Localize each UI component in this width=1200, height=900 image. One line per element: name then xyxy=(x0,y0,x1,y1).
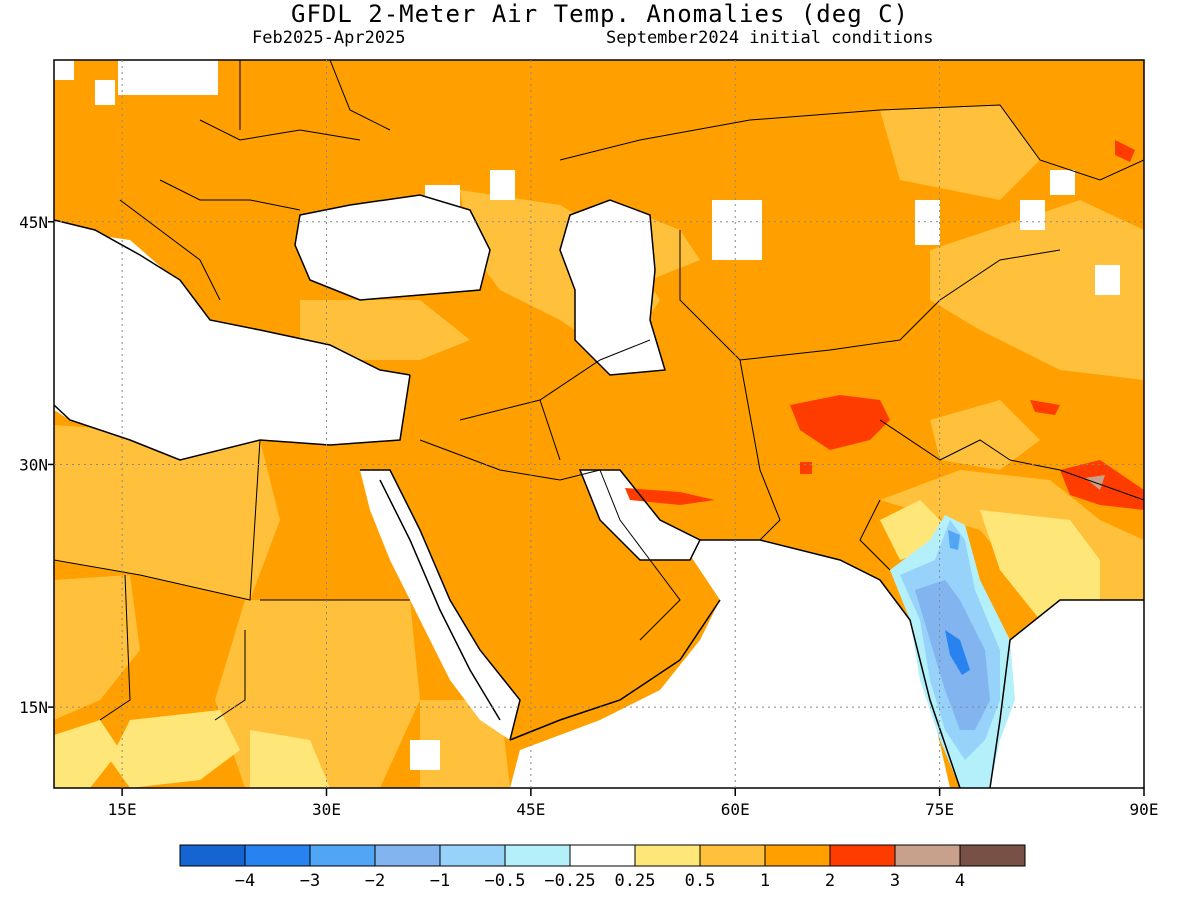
colorbar-swatch xyxy=(894,844,961,867)
lon-tick-label: 30E xyxy=(312,800,341,819)
colorbar-swatch xyxy=(699,844,766,867)
colorbar-swatch xyxy=(634,844,701,867)
colorbar-boxes xyxy=(179,844,1026,867)
gridlines xyxy=(54,60,1144,788)
colorbar-label: 1 xyxy=(760,871,770,891)
colorbar-swatch xyxy=(179,844,246,867)
forecast-period: Feb2025-Apr2025 xyxy=(252,28,406,48)
plot-frame xyxy=(53,59,1145,789)
colorbar-label: −4 xyxy=(235,871,255,891)
lat-tick-label: 30N xyxy=(19,455,48,474)
colorbar-swatch xyxy=(374,844,441,867)
lon-tick-label: 90E xyxy=(1130,800,1159,819)
colorbar-labels: −4 −3 −2 −1 −0.5 −0.25 0.25 0.5 1 2 3 4 xyxy=(235,871,965,891)
india-cool-anomaly xyxy=(890,515,1015,788)
initial-conditions: September2024 initial conditions xyxy=(606,28,934,48)
colorbar-swatch xyxy=(829,844,896,867)
colorbar-label: −0.25 xyxy=(544,871,595,891)
colorbar-swatch xyxy=(309,844,376,867)
lon-tick-label: 75E xyxy=(925,800,954,819)
anomaly-near-zero-regions xyxy=(54,60,1144,788)
anomaly-field xyxy=(54,60,1144,788)
colorbar-label: −3 xyxy=(300,871,320,891)
map-title: GFDL 2-Meter Air Temp. Anomalies (deg C) xyxy=(291,0,909,28)
lon-tick-label: 60E xyxy=(721,800,750,819)
coastlines xyxy=(54,194,1144,788)
colorbar-label: 0.5 xyxy=(685,871,716,891)
colorbar-label: −2 xyxy=(365,871,385,891)
colorbar-swatch xyxy=(569,844,636,867)
colorbar-label: 2 xyxy=(825,871,835,891)
axis-ticks xyxy=(48,221,1145,796)
colorbar-label: 4 xyxy=(955,871,965,891)
anomaly-0.25-0.5-regions xyxy=(54,500,1100,788)
lat-tick-label: 45N xyxy=(19,213,48,232)
colorbar-swatch xyxy=(504,844,571,867)
colorbar-swatch xyxy=(244,844,311,867)
lon-tick-label: 45E xyxy=(516,800,545,819)
colorbar-swatch xyxy=(959,844,1026,867)
colorbar-label: −0.5 xyxy=(485,871,526,891)
colorbar-label: 0.25 xyxy=(615,871,656,891)
lon-tick-label: 15E xyxy=(108,800,137,819)
lat-tick-label: 15N xyxy=(19,698,48,717)
colorbar-swatch xyxy=(439,844,506,867)
colorbar-label: −1 xyxy=(430,871,450,891)
colorbar-label: 3 xyxy=(890,871,900,891)
axis-tick-labels: 15E 30E 45E 60E 75E 90E 45N 30N 15N xyxy=(19,213,1158,819)
colorbar-swatch xyxy=(764,844,831,867)
country-borders xyxy=(54,60,1144,721)
